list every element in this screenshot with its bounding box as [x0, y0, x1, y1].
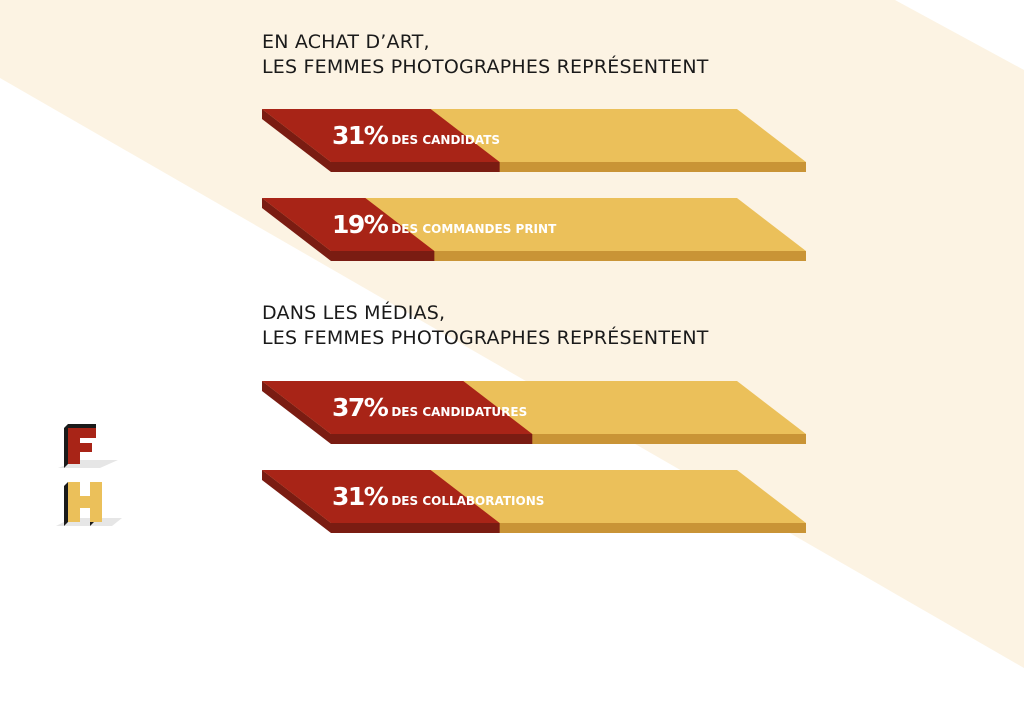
bar-1-2: 19% DES COMMANDES PRINT: [262, 198, 806, 261]
bar-value-top: [262, 109, 500, 162]
bar-left-end: [262, 381, 331, 444]
bar-value-side: [331, 162, 500, 172]
fh-logo: [56, 424, 122, 526]
logo-letter-f: [58, 424, 118, 468]
bar-value-label: 31%: [332, 121, 389, 150]
heading-line: EN ACHAT D’ART,: [262, 31, 430, 53]
bar-value-side: [331, 434, 533, 444]
bar-value-label: 31%: [332, 482, 389, 511]
bar-left-end: [262, 198, 331, 261]
bar-category-label: DES COMMANDES PRINT: [391, 222, 557, 236]
bar-category-label: DES CANDIDATS: [391, 133, 500, 147]
heading-line: DANS LES MÉDIAS,: [262, 302, 446, 324]
logo-f-face: [68, 428, 96, 464]
bar-label: 19% DES COMMANDES PRINT: [332, 210, 557, 239]
group-heading-achat-art: EN ACHAT D’ART, LES FEMMES PHOTOGRAPHES …: [262, 30, 709, 80]
bar-value-label: 19%: [332, 210, 389, 239]
bar-value-side: [331, 251, 435, 261]
bar-label: 31% DES CANDIDATS: [332, 121, 500, 150]
bar-2-1: 37% DES CANDIDATURES: [262, 381, 806, 444]
logo-h-face: [68, 482, 102, 522]
bar-category-label: DES CANDIDATURES: [391, 405, 527, 419]
bar-label: 31% DES COLLABORATIONS: [332, 482, 544, 511]
group-heading-medias: DANS LES MÉDIAS, LES FEMMES PHOTOGRAPHES…: [262, 301, 709, 351]
bar-left-end: [262, 470, 331, 533]
bar-value-top: [262, 198, 435, 251]
bar-track-side: [331, 251, 806, 261]
logo-f-side: [64, 424, 68, 468]
logo-f-top-side: [68, 424, 96, 438]
heading-line: LES FEMMES PHOTOGRAPHES REPRÉSENTENT: [262, 56, 709, 78]
logo-letter-h: [56, 482, 122, 526]
bar-1-1: 31% DES CANDIDATS: [262, 109, 806, 172]
heading-line: LES FEMMES PHOTOGRAPHES REPRÉSENTENT: [262, 327, 709, 349]
logo-h-side: [64, 482, 68, 526]
bar-value-side: [331, 523, 500, 533]
bar-value-label: 37%: [332, 393, 389, 422]
bar-value-top: [262, 470, 500, 523]
bar-category-label: DES COLLABORATIONS: [391, 494, 544, 508]
bar-value-top: [262, 381, 533, 434]
bar-label: 37% DES CANDIDATURES: [332, 393, 527, 422]
logo-f-shadow: [58, 460, 118, 468]
bar-left-end: [262, 109, 331, 172]
bar-2-2: 31% DES COLLABORATIONS: [262, 470, 806, 533]
